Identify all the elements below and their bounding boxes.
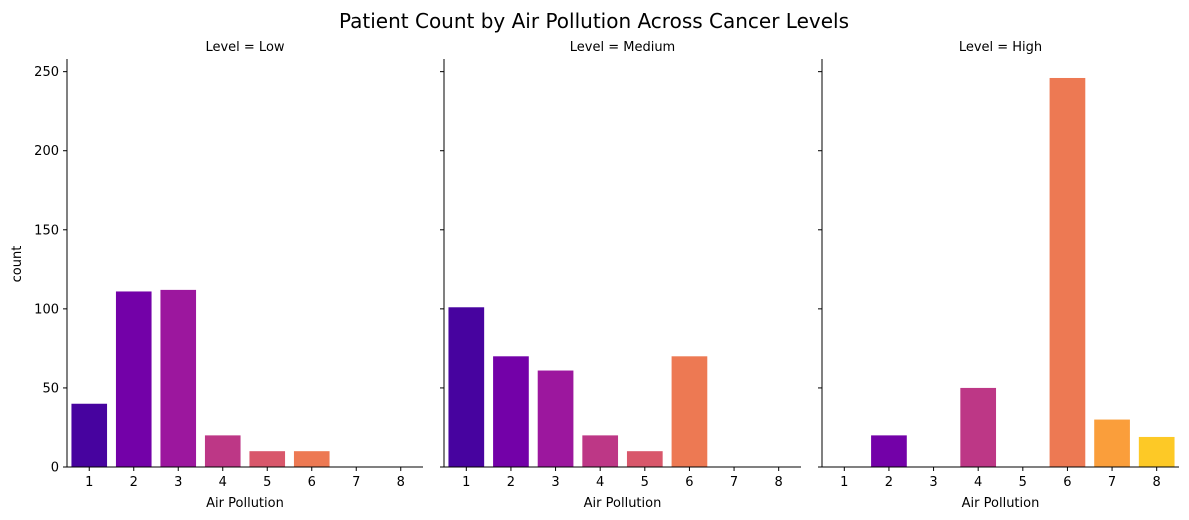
x-axis-label: Air Pollution [584,496,662,511]
bar [115,291,152,467]
x-tick-label: 3 [551,475,559,490]
bar [582,435,619,467]
bar [204,435,241,467]
bar [249,451,286,467]
bar [537,370,574,467]
x-tick-label: 8 [1153,475,1161,490]
x-tick-label: 5 [1019,475,1027,490]
y-axis-label: count [10,246,25,283]
x-tick-label: 5 [263,475,271,490]
bar [448,307,485,467]
x-tick-label: 6 [685,475,693,490]
bar [960,387,997,467]
x-tick-label: 7 [1108,475,1116,490]
x-tick-label: 3 [174,475,182,490]
x-tick-label: 6 [1063,475,1071,490]
y-tick-label: 200 [34,144,59,159]
bar [671,356,708,467]
x-tick-label: 2 [885,475,893,490]
x-tick-label: 7 [352,475,360,490]
x-tick-label: 8 [397,475,405,490]
y-tick-label: 0 [51,461,59,476]
x-tick-label: 1 [85,475,93,490]
panel-2: Level = Medium 1 2 3 4 5 6 7 8 Air Pollution [440,40,801,511]
bar [493,356,529,467]
y-tick-label: 150 [34,223,59,238]
x-tick-label: 2 [507,475,515,490]
x-tick-label: 4 [219,475,227,490]
x-tick-label: 2 [130,475,138,490]
x-axis-label: Air Pollution [206,496,284,511]
bar [1049,77,1086,467]
x-tick-label: 4 [974,475,982,490]
bar [1138,436,1175,467]
y-tick-label: 50 [42,381,59,396]
y-tick-label: 100 [34,302,59,317]
y-tick-label: 250 [34,65,59,80]
bar [293,451,330,467]
x-tick-label: 4 [596,475,604,490]
panel-title: Level = High [959,40,1042,55]
x-axis-label: Air Pollution [962,496,1040,511]
x-tick-label: 7 [730,475,738,490]
panel-1: Level = Low 1 2 3 4 5 6 7 8 Air Pollution 0 50 100 15… [34,40,423,511]
x-tick-label: 6 [308,475,316,490]
chart-title: Patient Count by Air Pollution Across Ca… [339,9,849,33]
panel-title: Level = Low [205,40,284,55]
x-tick-label: 1 [840,475,848,490]
bar [160,289,197,467]
panel-3: Level = High 1 2 3 4 5 6 7 8 Air Pollution [818,40,1179,511]
x-tick-label: 1 [462,475,470,490]
bar [626,451,663,467]
bar [71,403,108,467]
x-tick-label: 3 [929,475,937,490]
x-tick-label: 8 [775,475,783,490]
x-tick-label: 5 [641,475,649,490]
panel-title: Level = Medium [570,40,675,55]
bar [1094,419,1130,467]
bar [871,435,907,467]
